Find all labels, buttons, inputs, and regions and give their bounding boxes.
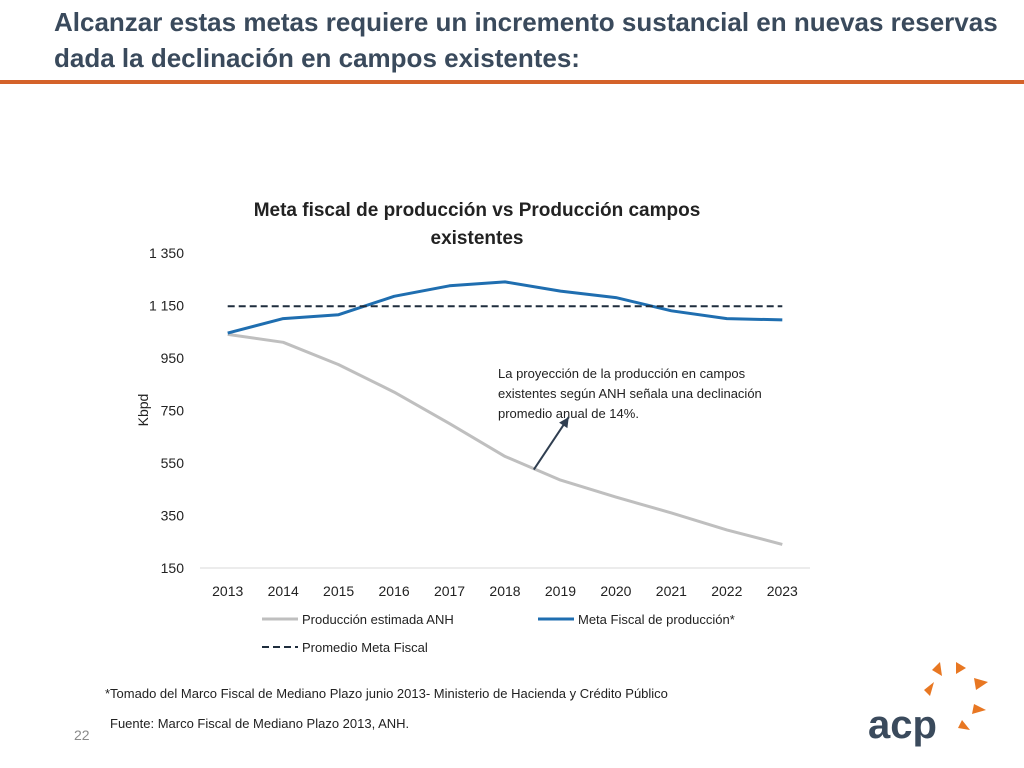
sunburst-icon [924, 662, 988, 730]
x-tick-label: 2015 [323, 583, 354, 599]
y-tick-label: 750 [161, 403, 185, 419]
annotation-text: La proyección de la producción en campos [498, 366, 746, 381]
title-underline [0, 80, 1024, 84]
legend-label: Promedio Meta Fiscal [302, 640, 428, 655]
x-tick-label: 2016 [379, 583, 410, 599]
x-tick-label: 2023 [767, 583, 798, 599]
x-tick-label: 2022 [711, 583, 742, 599]
legend-label: Meta Fiscal de producción* [578, 612, 735, 627]
x-tick-label: 2017 [434, 583, 465, 599]
slide-title: Alcanzar estas metas requiere un increme… [54, 4, 1024, 76]
y-tick-label: 950 [161, 350, 185, 366]
y-axis-label: Kbpd [135, 394, 151, 427]
x-tick-label: 2013 [212, 583, 243, 599]
x-tick-label: 2014 [268, 583, 299, 599]
y-tick-label: 550 [161, 455, 185, 471]
annotation-arrow [533, 416, 570, 471]
acp-logo: acp [868, 662, 988, 747]
logo-text: acp [868, 703, 937, 747]
legend-label: Producción estimada ANH [302, 612, 454, 627]
annotation-text: promedio anual de 14%. [498, 406, 639, 421]
axes-layer: 150 350 550 750 950 1 150 1 350 2013 2014 2015 201… [149, 245, 810, 599]
slide-title-line1: Alcanzar estas metas requiere un increme… [54, 7, 998, 37]
legend-layer: Producción estimada ANH Meta Fiscal de pr… [262, 612, 735, 655]
annotation-arrowhead [559, 417, 569, 429]
x-tick-label: 2018 [489, 583, 520, 599]
x-tick-label: 2021 [656, 583, 687, 599]
annotation-layer: La proyección de la producción en campos… [498, 366, 762, 471]
y-tick-label: 350 [161, 508, 185, 524]
series-line-2 [227, 280, 783, 335]
chart-title-line2: existentes [431, 228, 524, 249]
x-tick-label: 2020 [600, 583, 631, 599]
footnote: *Tomado del Marco Fiscal de Mediano Plaz… [105, 686, 668, 701]
y-tick-label: 1 350 [149, 245, 184, 261]
page-number: 22 [74, 727, 90, 743]
series-layer [227, 280, 783, 546]
series-line-1 [227, 332, 783, 546]
slide-title-line2: dada la declinación en campos existentes… [54, 43, 580, 73]
y-tick-label: 150 [161, 560, 185, 576]
annotation-text: existentes según ANH señala una declinac… [498, 386, 762, 401]
source-note: Fuente: Marco Fiscal de Mediano Plazo 20… [110, 716, 410, 731]
y-tick-label: 1 150 [149, 298, 184, 314]
x-tick-label: 2019 [545, 583, 576, 599]
chart-title-line1: Meta fiscal de producción vs Producción … [254, 200, 701, 221]
